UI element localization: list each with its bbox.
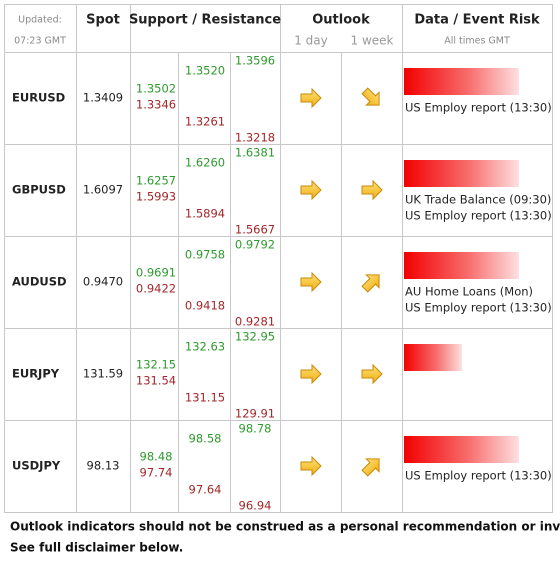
support: 131.54 xyxy=(136,374,176,388)
resistance: 0.9792 xyxy=(235,238,275,252)
support: 97.74 xyxy=(140,466,173,480)
outlook-header: Outlook xyxy=(312,13,370,28)
support: 1.5993 xyxy=(136,190,176,204)
outlook-arrow xyxy=(358,268,386,296)
resistance: 98.58 xyxy=(189,432,222,446)
support: 1.3346 xyxy=(136,98,176,112)
pair: EURJPY xyxy=(12,367,60,381)
outlook-arrow xyxy=(300,364,322,384)
support: 0.9281 xyxy=(235,315,275,329)
support: 1.3218 xyxy=(235,131,275,145)
outlook-arrow xyxy=(358,84,386,112)
outlook-arrow xyxy=(361,364,383,384)
pair: AUDUSD xyxy=(12,275,67,289)
outlook-arrow xyxy=(361,180,383,200)
outlook-arrow xyxy=(358,452,386,480)
event: US Employ report (13:30) xyxy=(405,301,552,315)
times-note: All times GMT xyxy=(444,36,510,47)
event: US Employ report (13:30) xyxy=(405,209,552,223)
event: AU Home Loans (Mon) xyxy=(405,285,533,299)
resistance: 98.48 xyxy=(140,450,173,464)
event: US Employ report (13:30) xyxy=(405,469,552,483)
resistance: 1.6381 xyxy=(235,146,275,160)
pair: GBPUSD xyxy=(12,183,66,197)
risk-bar xyxy=(404,344,462,371)
resistance: 1.6260 xyxy=(185,156,225,170)
risk-bar xyxy=(404,68,519,95)
spot: 98.13 xyxy=(87,459,120,473)
risk-bar xyxy=(404,252,519,279)
resistance: 1.6257 xyxy=(136,174,176,188)
support: 1.3261 xyxy=(185,115,225,129)
support: 131.15 xyxy=(185,391,225,405)
spot: 1.6097 xyxy=(83,183,123,197)
support: 96.94 xyxy=(239,499,272,513)
event-header: Data / Event Risk xyxy=(414,13,540,28)
resistance: 1.3520 xyxy=(185,64,225,78)
outlook-1day: 1 day xyxy=(294,34,328,48)
support: 0.9418 xyxy=(185,299,225,313)
resistance: 98.78 xyxy=(239,422,272,436)
footer-line: See full disclaimer below. xyxy=(10,541,183,555)
outlook-1week: 1 week xyxy=(351,34,394,48)
spot: 0.9470 xyxy=(83,275,123,289)
risk-bar xyxy=(404,160,519,187)
outlook-arrow xyxy=(300,456,322,476)
support: 97.64 xyxy=(189,483,222,497)
spot: 131.59 xyxy=(83,367,123,381)
updated-time: 07:23 GMT xyxy=(14,36,66,47)
pair: EURUSD xyxy=(12,91,65,105)
resistance: 132.95 xyxy=(235,330,275,344)
outlook-arrow xyxy=(300,272,322,292)
resistance: 1.3596 xyxy=(235,54,275,68)
table-border xyxy=(4,4,553,513)
spot-header: Spot xyxy=(86,13,120,28)
support: 1.5894 xyxy=(185,207,225,221)
resistance: 0.9758 xyxy=(185,248,225,262)
resistance: 1.3502 xyxy=(136,82,176,96)
support: 1.5667 xyxy=(235,223,275,237)
support: 0.9422 xyxy=(136,282,176,296)
spot: 1.3409 xyxy=(83,91,123,105)
updated-label: Updated: xyxy=(18,15,62,26)
outlook-arrow xyxy=(300,180,322,200)
event: US Employ report (13:30) xyxy=(405,101,552,115)
support: 129.91 xyxy=(235,407,275,421)
risk-bar xyxy=(404,436,519,463)
sr-header: Support / Resistance xyxy=(129,13,281,28)
resistance: 132.15 xyxy=(136,358,176,372)
event: UK Trade Balance (09:30) xyxy=(405,193,551,207)
pair: USDJPY xyxy=(12,459,61,473)
resistance: 132.63 xyxy=(185,340,225,354)
outlook-arrow xyxy=(300,88,322,108)
footer-line: Outlook indicators should not be constru… xyxy=(10,520,560,534)
resistance: 0.9691 xyxy=(136,266,176,280)
